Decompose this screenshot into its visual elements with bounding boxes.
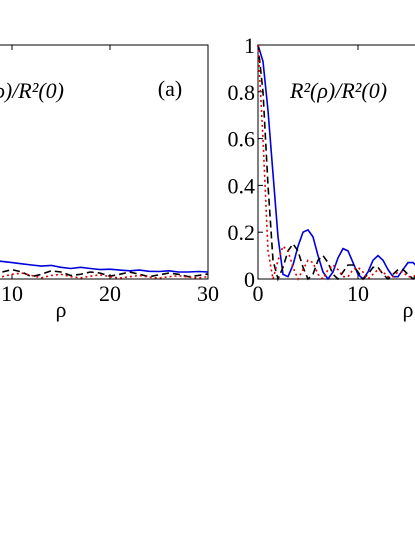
x-axis-label: ρ <box>56 297 67 322</box>
y-tick-label: 0.4 <box>228 173 256 198</box>
chart-title: R²(ρ)/R²(0) <box>289 78 387 103</box>
data-line <box>0 272 209 279</box>
x-tick-label: 30 <box>197 281 219 306</box>
y-tick-label: 0.2 <box>228 220 256 245</box>
data-line <box>257 44 415 281</box>
annotation: (a) <box>158 76 182 101</box>
y-tick-label: 1 <box>244 33 255 58</box>
data-line <box>0 260 209 273</box>
y-tick-label: 0.6 <box>228 127 256 152</box>
x-tick-label: 0 <box>253 281 264 306</box>
chart-title: R²(ρ)/R²(0) <box>0 78 64 103</box>
plot-frame <box>0 44 209 280</box>
y-tick-label: 0.8 <box>228 80 256 105</box>
x-tick-label: 10 <box>347 281 369 306</box>
y-tick-label: 0 <box>244 267 255 292</box>
x-axis-label: ρ <box>403 297 414 322</box>
data-line <box>0 268 209 278</box>
data-line <box>257 44 415 282</box>
x-tick-label: 20 <box>99 281 121 306</box>
data-line <box>257 44 415 281</box>
plot-frame <box>257 44 415 280</box>
x-tick-label: 10 <box>1 281 23 306</box>
